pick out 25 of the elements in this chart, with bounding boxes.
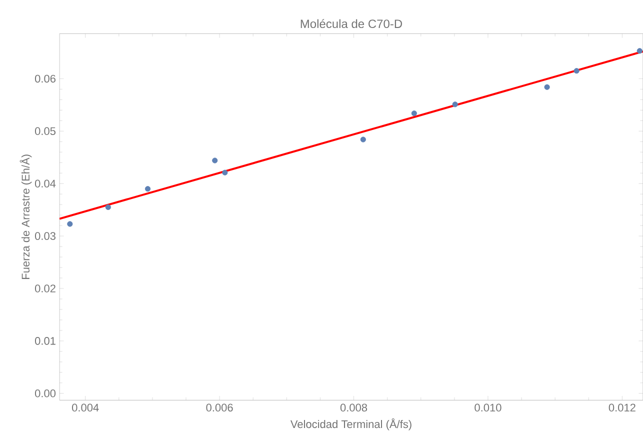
point bbox=[67, 221, 73, 227]
y-tick-label: 0.03 bbox=[34, 232, 56, 240]
point bbox=[574, 68, 580, 74]
point bbox=[144, 186, 151, 192]
point bbox=[544, 84, 550, 90]
point bbox=[411, 110, 417, 116]
point bbox=[360, 136, 366, 142]
chart-title: Molécula de C70-D bbox=[300, 19, 402, 28]
y-tick-label: 0.04 bbox=[34, 180, 56, 188]
y-axis-title: Fuerza de Arrastre (Eh/Å) bbox=[20, 154, 32, 279]
x-tick-label: 0.012 bbox=[608, 404, 636, 412]
y-tick-label: 0.05 bbox=[34, 127, 56, 136]
y-tick-label: 0.06 bbox=[34, 74, 56, 83]
y-tick-label: 0.00 bbox=[34, 389, 56, 398]
x-tick-label: 0.010 bbox=[474, 404, 502, 412]
y-tick-label: 0.02 bbox=[34, 284, 56, 292]
point bbox=[212, 158, 218, 164]
y-tick-label: 0.01 bbox=[34, 337, 56, 345]
x-tick-label: 0.004 bbox=[72, 404, 99, 412]
point bbox=[452, 102, 458, 108]
x-tick-label: 0.006 bbox=[206, 404, 233, 412]
x-axis-title: Velocidad Terminal (Å/fs) bbox=[290, 418, 412, 430]
point bbox=[222, 170, 228, 176]
point bbox=[105, 204, 111, 210]
x-tick-label: 0.008 bbox=[340, 404, 368, 412]
